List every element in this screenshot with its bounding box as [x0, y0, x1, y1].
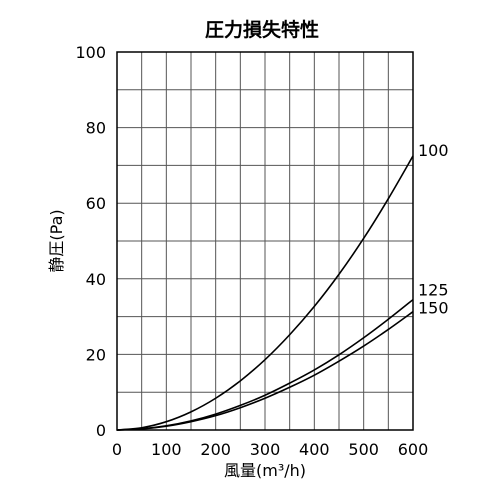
series-curves	[116, 155, 414, 431]
x-tick-label: 0	[112, 440, 122, 459]
y-axis-tick-labels: 0 20 40 60 80 100	[75, 43, 106, 440]
y-tick-label: 60	[86, 194, 106, 213]
y-tick-label: 40	[86, 270, 106, 289]
series-line-150	[116, 311, 414, 431]
x-tick-label: 300	[250, 440, 281, 459]
y-tick-label: 80	[86, 119, 106, 138]
x-axis-tick-labels: 0 100 200 300 400 500 600	[112, 440, 428, 459]
series-line-100	[116, 155, 414, 431]
x-tick-label: 400	[299, 440, 330, 459]
plot-frame	[116, 51, 414, 431]
x-tick-label: 100	[151, 440, 182, 459]
x-tick-label: 200	[200, 440, 231, 459]
y-tick-label: 0	[96, 421, 106, 440]
grid-lines	[117, 52, 413, 430]
x-axis-label: 風量(m³/h)	[224, 461, 306, 480]
x-tick-label: 600	[398, 440, 429, 459]
series-label-100: 100	[418, 141, 449, 160]
chart-title: 圧力損失特性	[205, 18, 319, 41]
series-label-150: 150	[418, 299, 449, 318]
series-label-125: 125	[418, 281, 449, 300]
y-axis-label: 静圧(Pa)	[47, 209, 66, 272]
y-tick-label: 20	[86, 345, 106, 364]
x-tick-label: 500	[348, 440, 379, 459]
y-tick-label: 100	[75, 43, 106, 62]
